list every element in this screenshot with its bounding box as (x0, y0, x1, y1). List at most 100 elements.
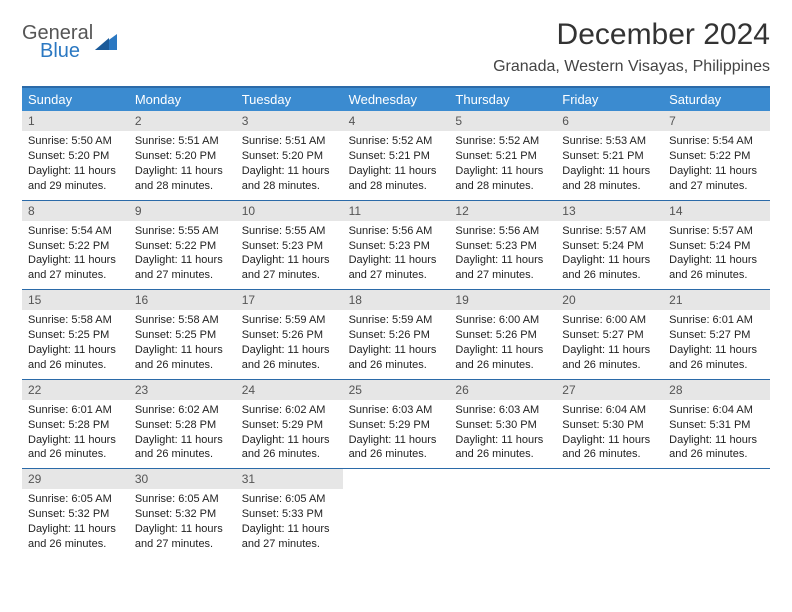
daylight-text: Daylight: 11 hours (562, 433, 657, 448)
sunset-text: Sunset: 5:22 PM (135, 239, 230, 254)
sunset-text: Sunset: 5:27 PM (562, 328, 657, 343)
sunrise-text: Sunrise: 6:03 AM (349, 403, 444, 418)
sunset-text: Sunset: 5:28 PM (135, 418, 230, 433)
daylight-text: and 26 minutes. (669, 358, 764, 373)
day-number: 2 (129, 111, 236, 131)
sunrise-text: Sunrise: 5:57 AM (562, 224, 657, 239)
weekday-mon: Monday (129, 88, 236, 111)
day-cell: 25Sunrise: 6:03 AMSunset: 5:29 PMDayligh… (343, 380, 450, 469)
calendar: Sunday Monday Tuesday Wednesday Thursday… (22, 86, 770, 558)
sunrise-text: Sunrise: 6:00 AM (455, 313, 550, 328)
day-cell: 26Sunrise: 6:03 AMSunset: 5:30 PMDayligh… (449, 380, 556, 469)
daylight-text: Daylight: 11 hours (28, 253, 123, 268)
day-cell: 10Sunrise: 5:55 AMSunset: 5:23 PMDayligh… (236, 201, 343, 290)
day-cell: 24Sunrise: 6:02 AMSunset: 5:29 PMDayligh… (236, 380, 343, 469)
daylight-text: and 26 minutes. (135, 358, 230, 373)
daylight-text: Daylight: 11 hours (669, 164, 764, 179)
daylight-text: and 27 minutes. (242, 537, 337, 552)
daylight-text: Daylight: 11 hours (242, 164, 337, 179)
sunrise-text: Sunrise: 5:52 AM (349, 134, 444, 149)
day-cell: 1Sunrise: 5:50 AMSunset: 5:20 PMDaylight… (22, 111, 129, 200)
sunrise-text: Sunrise: 6:04 AM (669, 403, 764, 418)
daylight-text: Daylight: 11 hours (349, 164, 444, 179)
daylight-text: and 28 minutes. (562, 179, 657, 194)
day-cell: 12Sunrise: 5:56 AMSunset: 5:23 PMDayligh… (449, 201, 556, 290)
daylight-text: and 26 minutes. (669, 268, 764, 283)
sunset-text: Sunset: 5:20 PM (242, 149, 337, 164)
sunrise-text: Sunrise: 6:05 AM (28, 492, 123, 507)
daylight-text: and 26 minutes. (242, 358, 337, 373)
sunrise-text: Sunrise: 5:57 AM (669, 224, 764, 239)
sail-icon (95, 32, 119, 52)
sunset-text: Sunset: 5:22 PM (669, 149, 764, 164)
day-number: 7 (663, 111, 770, 131)
sunrise-text: Sunrise: 6:01 AM (28, 403, 123, 418)
sunrise-text: Sunrise: 5:51 AM (242, 134, 337, 149)
day-cell: 14Sunrise: 5:57 AMSunset: 5:24 PMDayligh… (663, 201, 770, 290)
empty-cell (343, 469, 450, 558)
sunset-text: Sunset: 5:24 PM (562, 239, 657, 254)
daylight-text: and 28 minutes. (455, 179, 550, 194)
sunset-text: Sunset: 5:21 PM (562, 149, 657, 164)
daylight-text: Daylight: 11 hours (669, 343, 764, 358)
sunset-text: Sunset: 5:33 PM (242, 507, 337, 522)
daylight-text: and 26 minutes. (455, 447, 550, 462)
weekday-thu: Thursday (449, 88, 556, 111)
sunset-text: Sunset: 5:20 PM (28, 149, 123, 164)
daylight-text: Daylight: 11 hours (135, 433, 230, 448)
header: General Blue December 2024 Granada, West… (22, 18, 770, 76)
sunrise-text: Sunrise: 6:05 AM (135, 492, 230, 507)
daylight-text: and 27 minutes. (242, 268, 337, 283)
sunset-text: Sunset: 5:26 PM (455, 328, 550, 343)
day-number: 24 (236, 380, 343, 400)
daylight-text: and 27 minutes. (455, 268, 550, 283)
daylight-text: and 26 minutes. (135, 447, 230, 462)
day-number: 25 (343, 380, 450, 400)
daylight-text: Daylight: 11 hours (562, 253, 657, 268)
sunrise-text: Sunrise: 5:54 AM (669, 134, 764, 149)
day-cell: 15Sunrise: 5:58 AMSunset: 5:25 PMDayligh… (22, 290, 129, 379)
day-number: 14 (663, 201, 770, 221)
week-row: 29Sunrise: 6:05 AMSunset: 5:32 PMDayligh… (22, 469, 770, 558)
location-subtitle: Granada, Western Visayas, Philippines (493, 58, 770, 76)
weekday-header: Sunday Monday Tuesday Wednesday Thursday… (22, 88, 770, 111)
day-cell: 9Sunrise: 5:55 AMSunset: 5:22 PMDaylight… (129, 201, 236, 290)
day-cell: 28Sunrise: 6:04 AMSunset: 5:31 PMDayligh… (663, 380, 770, 469)
day-number: 28 (663, 380, 770, 400)
empty-cell (556, 469, 663, 558)
brand-line2: Blue (22, 42, 93, 60)
sunrise-text: Sunrise: 5:51 AM (135, 134, 230, 149)
daylight-text: Daylight: 11 hours (562, 164, 657, 179)
day-number: 1 (22, 111, 129, 131)
daylight-text: and 26 minutes. (562, 268, 657, 283)
sunset-text: Sunset: 5:32 PM (28, 507, 123, 522)
day-cell: 21Sunrise: 6:01 AMSunset: 5:27 PMDayligh… (663, 290, 770, 379)
daylight-text: and 26 minutes. (28, 447, 123, 462)
weekday-sat: Saturday (663, 88, 770, 111)
sunrise-text: Sunrise: 5:55 AM (242, 224, 337, 239)
sunset-text: Sunset: 5:25 PM (28, 328, 123, 343)
sunrise-text: Sunrise: 5:58 AM (135, 313, 230, 328)
day-cell: 4Sunrise: 5:52 AMSunset: 5:21 PMDaylight… (343, 111, 450, 200)
sunset-text: Sunset: 5:30 PM (562, 418, 657, 433)
daylight-text: and 27 minutes. (349, 268, 444, 283)
day-number: 20 (556, 290, 663, 310)
daylight-text: Daylight: 11 hours (135, 253, 230, 268)
weeks-container: 1Sunrise: 5:50 AMSunset: 5:20 PMDaylight… (22, 111, 770, 558)
day-cell: 3Sunrise: 5:51 AMSunset: 5:20 PMDaylight… (236, 111, 343, 200)
daylight-text: and 26 minutes. (28, 537, 123, 552)
sunset-text: Sunset: 5:22 PM (28, 239, 123, 254)
day-number: 17 (236, 290, 343, 310)
daylight-text: Daylight: 11 hours (669, 253, 764, 268)
daylight-text: Daylight: 11 hours (349, 343, 444, 358)
sunset-text: Sunset: 5:23 PM (349, 239, 444, 254)
weekday-fri: Friday (556, 88, 663, 111)
day-number: 10 (236, 201, 343, 221)
daylight-text: Daylight: 11 hours (242, 433, 337, 448)
sunrise-text: Sunrise: 5:55 AM (135, 224, 230, 239)
daylight-text: Daylight: 11 hours (349, 433, 444, 448)
sunrise-text: Sunrise: 5:52 AM (455, 134, 550, 149)
daylight-text: Daylight: 11 hours (242, 343, 337, 358)
daylight-text: Daylight: 11 hours (455, 343, 550, 358)
day-number: 27 (556, 380, 663, 400)
